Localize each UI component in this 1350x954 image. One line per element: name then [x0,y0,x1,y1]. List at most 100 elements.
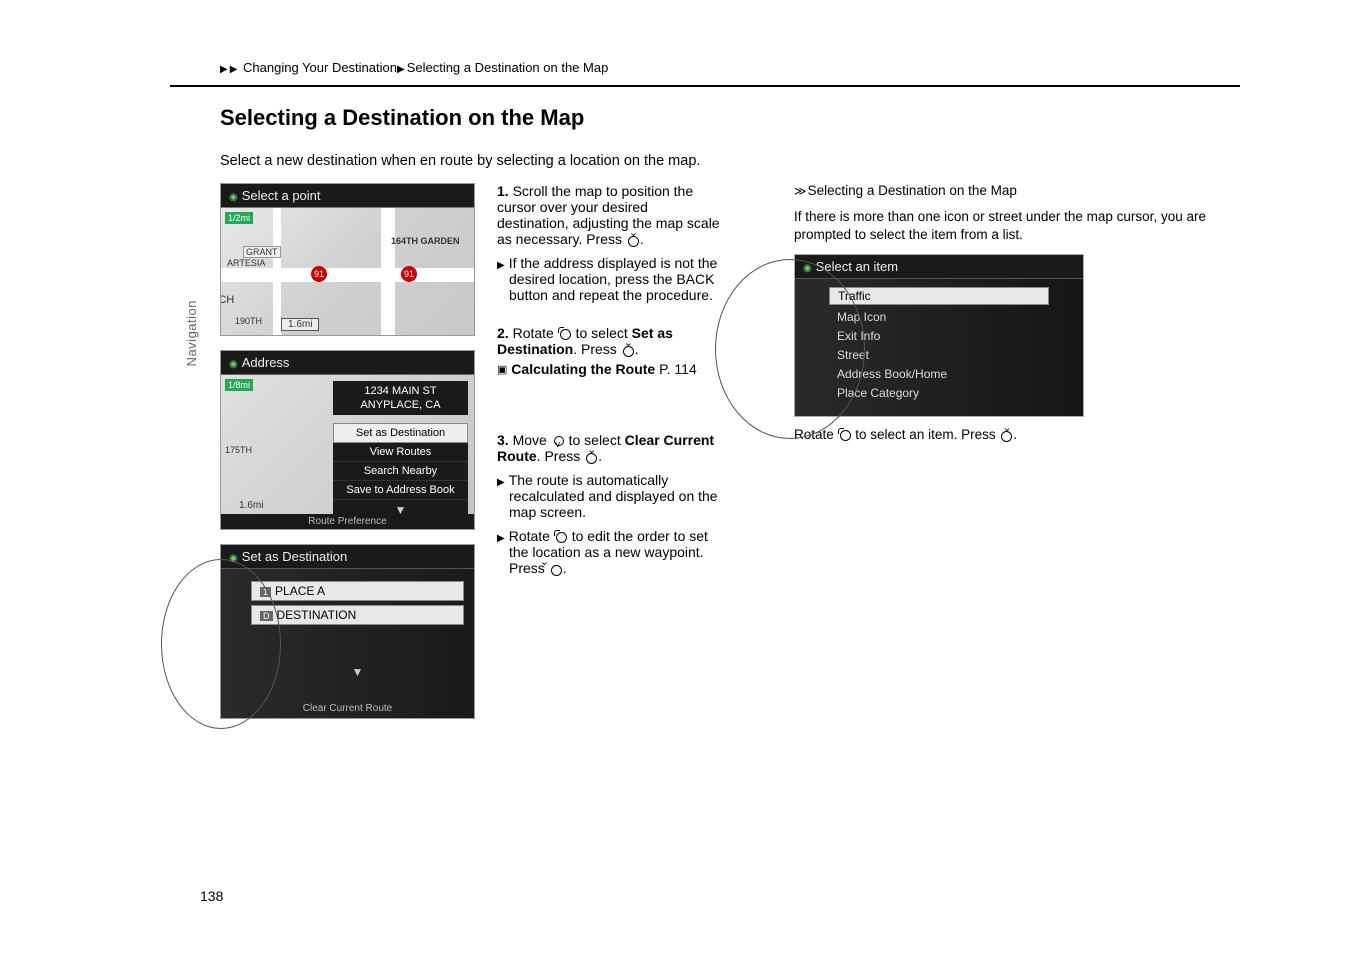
map-label: GRANT [243,246,281,258]
period: . [640,231,644,247]
map-label: ARTESIA [227,258,265,268]
steps-column: 1. Scroll the map to position the cursor… [497,183,722,733]
scale-box: 1/8mi [225,379,253,391]
list-area: Traffic Map Icon Exit Info Street Addres… [795,278,1083,416]
sub-text: If the address displayed is not the desi… [509,255,718,303]
triangle-icon: ▶ [220,64,228,75]
triangle-icon: ▶ [497,260,505,271]
side-column: ≫ Selecting a Destination on the Map If t… [744,183,1240,733]
menu-item[interactable]: View Routes [333,443,468,462]
move-icon [551,434,565,446]
map-scale: 1.6mi [239,500,263,511]
step-text: Rotate [513,325,558,341]
list-item[interactable]: Exit Info [829,328,1075,344]
arrow-down-icon: ▼ [251,665,464,679]
step-text: Scroll the map to position the cursor ov… [497,183,720,247]
screen-footer: Route Preference [221,514,474,529]
screen-header: ◉Set as Destination [221,545,474,568]
hwy-badge: 91 [401,266,417,282]
period: . [563,560,567,576]
address-box: 1234 MAIN ST ANYPLACE, CA [333,381,468,415]
dial-curve-icon [715,259,865,439]
road-icon [381,208,395,335]
step-sub: ▶ If the address displayed is not the des… [497,255,722,303]
step-text: Move [513,432,551,448]
list-item[interactable]: Traffic [829,287,1049,305]
breadcrumb-b: Selecting a Destination on the Map [407,60,609,75]
scale-box: 1/2mi [225,212,253,224]
header-divider [170,85,1240,87]
sidenote-text: If there is more than one icon or street… [794,208,1240,244]
menu-item[interactable]: Search Nearby [333,462,468,481]
link-icon: ▣ [497,364,507,376]
list-item[interactable]: Street [829,347,1075,363]
page-number: 138 [200,888,223,904]
screen-header: ◉Select an item [795,255,1083,278]
list-item[interactable]: Place Category [829,385,1075,401]
map-area: 1/2mi 91 91 164TH GARDEN ARTESIA GRANT A… [221,207,474,335]
road-icon [221,268,474,282]
left-column: ◉ Select a point 1/2mi 91 91 164TH GARDEN… [220,183,475,733]
period: . [635,341,639,357]
step-number: 3. [497,432,509,448]
list-label: DESTINATION [277,608,357,622]
addr-line: ANYPLACE, CA [337,398,464,412]
road-icon [273,208,281,335]
addr-line: 1234 MAIN ST [337,384,464,398]
step-text: to select [572,325,632,341]
context-menu: Set as Destination View Routes Search Ne… [333,423,468,521]
note-text: to select an item. Press [852,427,1000,442]
breadcrumb: ▶▶ Changing Your Destination▶Selecting a… [220,60,1240,75]
screen-title: Set as Destination [242,549,348,564]
screen-title: Address [242,355,290,370]
step-number: 1. [497,183,509,199]
rotate-icon [554,530,568,542]
map-scale: 1.6mi [281,318,319,331]
triangle-icon: ▶ [497,477,505,488]
step-3: 3. Move to select Clear Current Route. P… [497,432,722,576]
screen-footer: Clear Current Route [221,703,474,714]
screen-header: ◉ Select a point [221,184,474,207]
status-dot-icon: ◉ [229,359,238,370]
breadcrumb-a: Changing Your Destination [243,60,397,75]
map-label: 190TH [235,316,262,326]
menu-item[interactable]: Set as Destination [333,423,468,443]
step-sub: ▶ The route is automatically recalculated… [497,472,722,520]
list-label: PLACE A [275,584,325,598]
screen-header: ◉ Address [221,351,474,374]
sidenote-title-text: Selecting a Destination on the Map [808,183,1017,198]
screenshot-select-point: ◉ Select a point 1/2mi 91 91 164TH GARDEN… [220,183,475,336]
press-icon [621,343,635,355]
list-item[interactable]: 1PLACE A [251,581,464,601]
triangle-icon: ▶ [497,533,505,544]
sub-text: Rotate [509,528,554,544]
chevrons-icon: ≫ [794,184,804,198]
content-row: ◉ Select a point 1/2mi 91 91 164TH GARDEN… [220,183,1240,733]
side-tab: Navigation [184,300,199,366]
step-2: 2. Rotate to select Set as Destination. … [497,325,722,377]
triangle-icon: ▶ [397,64,405,75]
link-label[interactable]: Calculating the Route [511,361,655,377]
sub-text: The route is automatically recalculated … [509,472,718,520]
status-dot-icon: ◉ [229,192,238,203]
period: . [598,448,602,464]
list-item[interactable]: DDESTINATION [251,605,464,625]
hwy-badge: 91 [311,266,327,282]
press-icon [584,450,598,462]
map-area: 1/8mi 175TH 1234 MAIN ST ANYPLACE, CA Se… [221,374,474,529]
list-area: 1PLACE A DDESTINATION ▼ Clear Current Ro… [221,568,474,718]
screen-title: Select a point [242,188,321,203]
screenshot-address: ◉ Address 1/8mi 175TH 1234 MAIN ST ANYPLA… [220,350,475,530]
press-icon [549,562,563,574]
menu-item[interactable]: Save to Address Book [333,481,468,500]
rotate-icon [838,428,852,440]
map-label: 175TH [225,445,252,455]
triangle-icon: ▶ [230,64,238,75]
period: . [1013,427,1017,442]
link-page: P. 114 [659,361,697,377]
step-sub: ▶Rotate to edit the order to set the loc… [497,528,722,576]
sidenote-title: ≫ Selecting a Destination on the Map [794,183,1240,198]
press-icon [626,233,640,245]
list-item[interactable]: Map Icon [829,309,1075,325]
list-item[interactable]: Address Book/Home [829,366,1075,382]
